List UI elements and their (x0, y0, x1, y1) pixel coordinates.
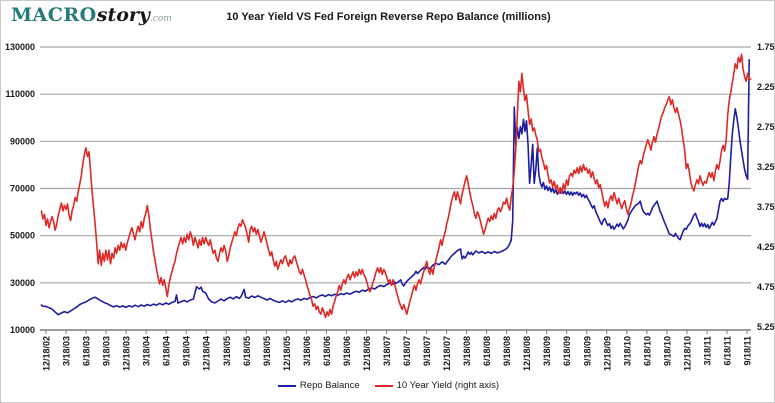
x-tick-label: 9/18/06 (342, 336, 352, 366)
legend-label-10-year-yield: 10 Year Yield (right axis) (396, 380, 500, 391)
x-tick-label: 12/18/04 (202, 336, 212, 371)
x-tick-label: 9/18/03 (102, 336, 112, 366)
logo-macro: MACRO (11, 4, 97, 26)
legend-item-10-year-yield: 10 Year Yield (right axis) (374, 380, 500, 391)
x-tick-label: 6/18/07 (402, 336, 412, 366)
x-tick-label: 9/18/05 (262, 336, 272, 366)
x-tick-label: 12/18/07 (442, 336, 452, 371)
x-tick-label: 9/18/11 (743, 336, 753, 366)
x-tick-label: 9/18/08 (502, 336, 512, 366)
series-10-year-yield-right-axis (40, 53, 752, 319)
yield-line-swatch (374, 384, 393, 387)
right-axis-tick-label: 3.75 (757, 202, 775, 212)
logo-com: .com (149, 14, 172, 24)
left-axis-tick-label: 10000 (10, 325, 35, 335)
x-tick-label: 9/18/07 (422, 336, 432, 366)
x-tick-label: 3/18/10 (622, 336, 632, 366)
right-axis-tick-label: 3.25 (757, 162, 775, 172)
chart-legend: Repo Balance 10 Year Yield (right axis) (1, 380, 774, 391)
right-axis-tick-label: 4.75 (757, 282, 775, 292)
left-axis-tick-label: 50000 (10, 231, 35, 241)
x-tick-label: 6/18/09 (562, 336, 572, 366)
right-axis-tick-label: 2.75 (757, 122, 775, 132)
right-axis-tick-label: 4.25 (757, 242, 775, 252)
left-axis-tick-label: 130000 (5, 42, 35, 52)
x-tick-label: 3/18/04 (142, 336, 152, 366)
x-tick-label: 6/18/03 (82, 336, 92, 366)
x-tick-label: 12/18/08 (522, 336, 532, 371)
x-tick-label: 6/18/08 (482, 336, 492, 366)
right-axis-tick-label: 1.75 (757, 42, 775, 52)
x-tick-label: 9/18/04 (182, 336, 192, 366)
left-axis-tick-label: 110000 (5, 89, 35, 99)
x-tick-label: 12/18/03 (122, 336, 132, 371)
chart-title: 10 Year Yield VS Fed Foreign Reverse Rep… (226, 11, 551, 23)
x-tick-label: 12/18/02 (42, 336, 52, 371)
left-axis-tick-label: 70000 (10, 184, 35, 194)
x-tick-label: 6/18/05 (242, 336, 252, 366)
x-tick-label: 9/18/09 (582, 336, 592, 366)
x-tick-label: 12/18/06 (362, 336, 372, 371)
x-tick-label: 6/18/11 (722, 336, 732, 366)
x-tick-label: 6/18/06 (322, 336, 332, 366)
x-tick-label: 12/18/05 (282, 336, 292, 371)
right-axis-tick-label: 5.25 (757, 322, 775, 332)
x-tick-label: 9/18/10 (662, 336, 672, 366)
left-axis-tick-label: 90000 (10, 136, 35, 146)
right-axis-tick-label: 2.25 (757, 82, 775, 92)
x-tick-label: 3/18/08 (462, 336, 472, 366)
x-tick-label: 6/18/10 (642, 336, 652, 366)
legend-label-repo-balance: Repo Balance (299, 380, 360, 391)
x-tick-label: 3/18/03 (62, 336, 72, 366)
macrostory-logo: MACROstory.com (11, 4, 172, 26)
repo-balance-line-swatch (277, 384, 296, 387)
x-tick-label: 12/18/10 (682, 336, 692, 371)
x-tick-label: 6/18/04 (162, 336, 172, 366)
x-tick-label: 3/18/06 (302, 336, 312, 366)
x-tick-label: 3/18/05 (222, 336, 232, 366)
x-tick-label: 3/18/11 (702, 336, 712, 366)
x-tick-label: 3/18/09 (542, 336, 552, 366)
logo-story: story (96, 4, 150, 26)
series-repo-balance (40, 58, 751, 316)
x-tick-label: 3/18/07 (382, 336, 392, 366)
left-axis-tick-label: 30000 (10, 278, 35, 288)
x-tick-label: 12/18/09 (602, 336, 612, 371)
legend-item-repo-balance: Repo Balance (277, 380, 360, 391)
